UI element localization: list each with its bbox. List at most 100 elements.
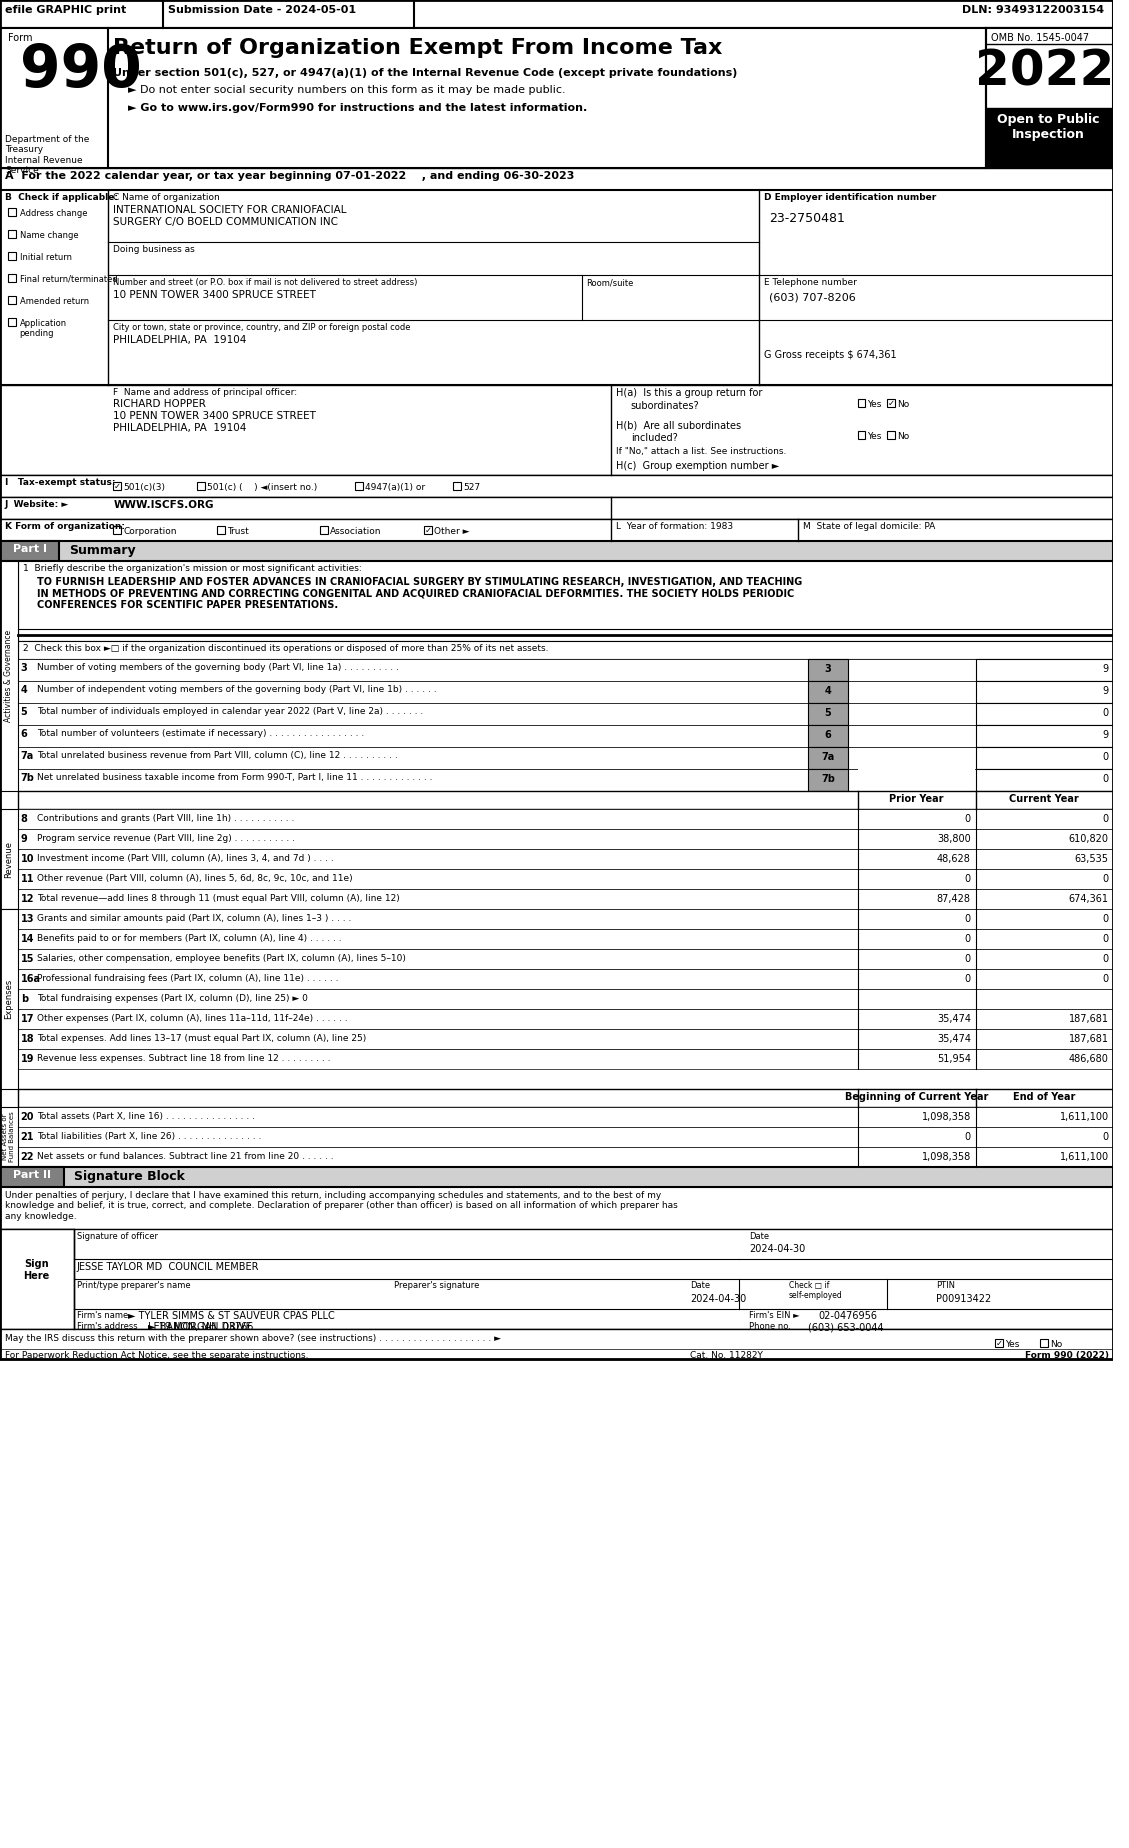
Bar [858,769,974,791]
Text: 0: 0 [964,1133,971,1142]
Text: Address change: Address change [19,209,87,218]
Text: ✓: ✓ [996,1338,1003,1347]
Text: Form: Form [8,33,33,43]
Text: 3: 3 [824,663,831,675]
Text: Total number of volunteers (estimate if necessary) . . . . . . . . . . . . . . .: Total number of volunteers (estimate if … [37,728,365,737]
Text: Revenue: Revenue [5,841,14,878]
Text: 22: 22 [20,1151,34,1162]
Text: No: No [1050,1340,1062,1349]
Text: Date: Date [690,1281,710,1290]
Text: Department of the
Treasury
Internal Revenue
Service: Department of the Treasury Internal Reve… [5,135,89,176]
Text: 1  Briefly describe the organization's mission or most significant activities:: 1 Briefly describe the organization's mi… [23,564,361,573]
Text: 7a: 7a [821,752,834,761]
Text: 18: 18 [20,1035,34,1044]
Text: Under penalties of perjury, I declare that I have examined this return, includin: Under penalties of perjury, I declare th… [5,1190,677,1222]
Bar [0,0,1113,28]
Text: Cat. No. 11282Y: Cat. No. 11282Y [690,1351,763,1360]
Text: Total assets (Part X, line 16) . . . . . . . . . . . . . . . .: Total assets (Part X, line 16) . . . . .… [37,1112,255,1122]
Bar [808,682,848,702]
Text: Summary: Summary [69,543,135,556]
Text: 7b: 7b [20,772,35,784]
Text: P00913422: P00913422 [936,1294,991,1305]
Bar [0,1329,1113,1358]
Text: 6: 6 [824,730,831,739]
Text: May the IRS discuss this return with the preparer shown above? (see instructions: May the IRS discuss this return with the… [5,1334,501,1343]
Bar [975,724,1113,747]
Bar [217,527,225,534]
Bar [355,482,362,490]
Bar [18,1009,1113,1029]
Bar [986,107,1113,168]
Text: 0: 0 [1103,874,1109,883]
Text: Activities & Governance: Activities & Governance [5,630,14,723]
Text: 501(c)(3): 501(c)(3) [123,482,165,492]
Bar [18,930,1113,950]
Text: 674,361: 674,361 [1069,894,1109,904]
Text: 187,681: 187,681 [1069,1035,1109,1044]
Text: H(c)  Group exemption number ►: H(c) Group exemption number ► [616,460,779,471]
Text: K Form of organization:: K Form of organization: [5,521,125,530]
Text: 7a: 7a [20,750,34,761]
Bar [321,527,329,534]
Text: Sign
Here: Sign Here [24,1258,50,1281]
Text: Net assets or fund balances. Subtract line 21 from line 20 . . . . . .: Net assets or fund balances. Subtract li… [37,1151,334,1161]
Text: TO FURNISH LEADERSHIP AND FOSTER ADVANCES IN CRANIOFACIAL SURGERY BY STIMULATING: TO FURNISH LEADERSHIP AND FOSTER ADVANCE… [37,577,803,610]
Text: Beginning of Current Year: Beginning of Current Year [844,1092,988,1101]
Text: F  Name and address of principal officer:: F Name and address of principal officer: [113,388,297,397]
Text: 0: 0 [1103,974,1109,983]
Bar [975,702,1113,724]
Text: 16a: 16a [20,974,41,983]
Text: Professional fundraising fees (Part IX, column (A), line 11e) . . . . . .: Professional fundraising fees (Part IX, … [37,974,339,983]
Text: 4947(a)(1) or: 4947(a)(1) or [365,482,425,492]
Text: I   Tax-exempt status:: I Tax-exempt status: [5,479,115,488]
Text: Trust: Trust [227,527,248,536]
Bar [0,909,18,1088]
Text: Prior Year: Prior Year [890,795,944,804]
Text: 20: 20 [20,1112,34,1122]
Bar [808,769,848,791]
Text: Firm's address: Firm's address [77,1321,138,1331]
Text: ► TYLER SIMMS & ST SAUVEUR CPAS PLLC: ► TYLER SIMMS & ST SAUVEUR CPAS PLLC [128,1310,335,1321]
Text: 63,535: 63,535 [1075,854,1109,865]
Text: 38,800: 38,800 [937,833,971,845]
Bar [0,519,1113,541]
Text: 10: 10 [20,854,34,865]
Text: OMB No. 1545-0047: OMB No. 1545-0047 [990,33,1088,43]
Text: Number of independent voting members of the governing body (Part VI, line 1b) . : Number of independent voting members of … [37,686,437,695]
Bar [808,724,848,747]
Text: 4: 4 [20,686,27,695]
Text: Revenue less expenses. Subtract line 18 from line 12 . . . . . . . . .: Revenue less expenses. Subtract line 18 … [37,1053,331,1063]
Bar [18,1029,1113,1050]
Text: 501(c) (    ) ◄(insert no.): 501(c) ( ) ◄(insert no.) [207,482,317,492]
Bar [0,28,1113,168]
Text: 17: 17 [20,1015,34,1024]
Text: 9: 9 [20,833,27,845]
Text: (603) 653-0044: (603) 653-0044 [808,1321,884,1332]
Text: Association: Association [330,527,382,536]
Text: PHILADELPHIA, PA  19104: PHILADELPHIA, PA 19104 [113,423,247,432]
Text: City or town, state or province, country, and ZIP or foreign postal code: City or town, state or province, country… [113,323,411,333]
Text: No: No [896,399,909,408]
Text: Preparer's signature: Preparer's signature [394,1281,480,1290]
Text: 35,474: 35,474 [937,1015,971,1024]
Bar [18,869,1113,889]
Bar [858,431,866,440]
Text: M  State of legal domicile: PA: M State of legal domicile: PA [804,521,936,530]
Bar [8,296,16,305]
Text: For Paperwork Reduction Act Notice, see the separate instructions.: For Paperwork Reduction Act Notice, see … [5,1351,308,1360]
Text: ► 19 MORGAN DRIVE: ► 19 MORGAN DRIVE [148,1321,252,1332]
Text: 0: 0 [964,874,971,883]
Bar [18,660,1113,682]
Text: 527: 527 [463,482,480,492]
Text: WWW.ISCFS.ORG: WWW.ISCFS.ORG [113,501,213,510]
Text: G Gross receipts $ 674,361: G Gross receipts $ 674,361 [764,349,896,360]
Text: Other revenue (Part VIII, column (A), lines 5, 6d, 8c, 9c, 10c, and 11e): Other revenue (Part VIII, column (A), li… [37,874,353,883]
Bar [975,682,1113,702]
Text: 9: 9 [1103,686,1109,697]
Text: Return of Organization Exempt From Income Tax: Return of Organization Exempt From Incom… [113,39,723,57]
Text: 12: 12 [20,894,34,904]
Text: DLN: 93493122003154: DLN: 93493122003154 [962,6,1104,15]
Bar [18,889,1113,909]
Bar [0,562,18,791]
Text: (603) 707-8206: (603) 707-8206 [769,292,856,301]
